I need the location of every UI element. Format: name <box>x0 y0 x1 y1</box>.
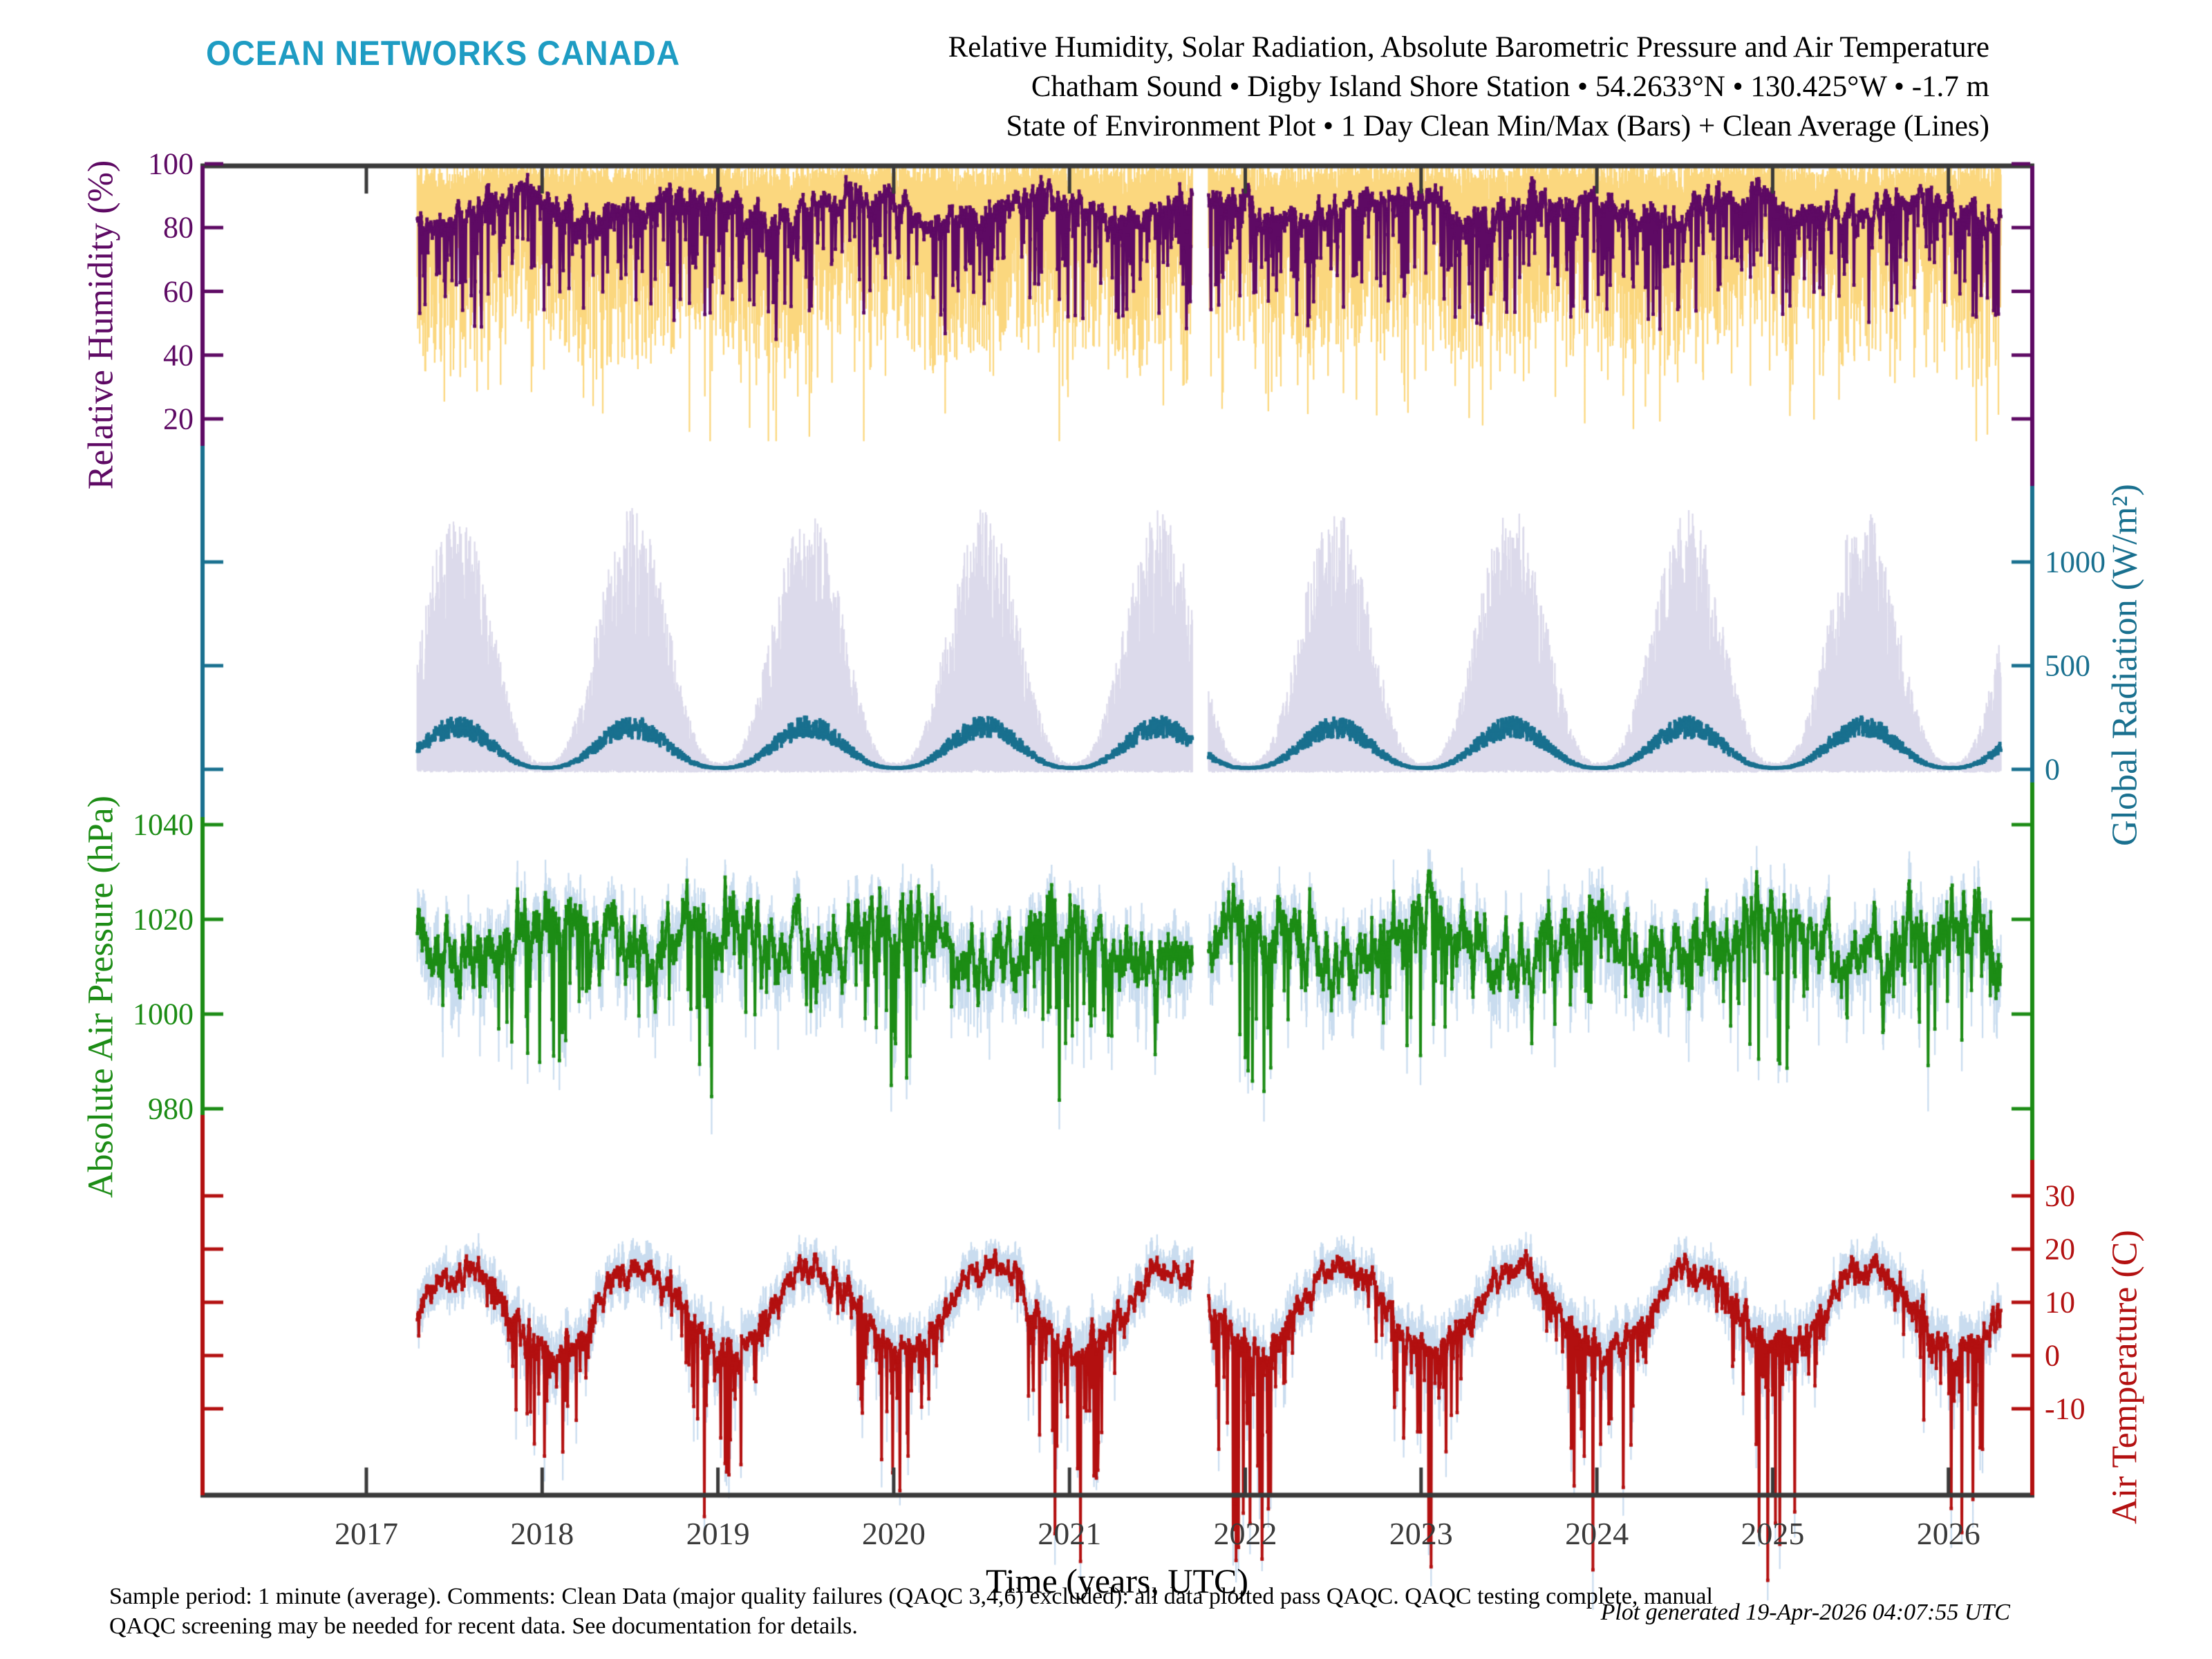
plot-title-line2: Chatham Sound • Digby Island Shore Stati… <box>1031 71 1989 103</box>
y-tick-label-air-temperature: 30 <box>2045 1179 2075 1213</box>
y-tick-label-global-radiation: 500 <box>2045 648 2090 683</box>
y-tick-label-air-temperature: -10 <box>2045 1391 2086 1426</box>
footer-notes-line2: QAQC screening may be needed for recent … <box>109 1613 858 1639</box>
x-tick-label-year: 2022 <box>1213 1516 1277 1551</box>
y-tick-label-absolute-air-pressure: 980 <box>148 1091 194 1126</box>
y-tick-label-relative-humidity: 100 <box>148 147 194 181</box>
y-tick-label-relative-humidity: 40 <box>163 338 194 373</box>
x-tick-label-year: 2019 <box>686 1516 750 1551</box>
plot-title-line1: Relative Humidity, Solar Radiation, Abso… <box>948 31 1989 64</box>
x-tick-label-year: 2020 <box>861 1516 926 1551</box>
footer-notes: Sample period: 1 minute (average). Comme… <box>109 1582 1713 1641</box>
x-tick-label-year: 2021 <box>1038 1516 1102 1551</box>
y-tick-label-global-radiation: 0 <box>2045 752 2060 787</box>
x-axis-label: Time (years, UTC) <box>985 1562 1249 1600</box>
x-tick-label-year: 2017 <box>335 1516 398 1551</box>
footer-notes-line1: Sample period: 1 minute (average). Comme… <box>109 1584 1713 1609</box>
y-tick-label-air-temperature: 20 <box>2045 1232 2075 1266</box>
y-tick-label-global-radiation: 1000 <box>2045 545 2106 579</box>
plot-title-block: Relative Humidity, Solar Radiation, Abso… <box>948 28 1989 146</box>
y-tick-label-absolute-air-pressure: 1020 <box>133 902 194 937</box>
footer-generated: Plot generated 19-Apr-2026 04:07:55 UTC <box>1600 1600 2010 1625</box>
x-tick-label-year: 2024 <box>1565 1516 1629 1551</box>
onc-logo: OCEAN NETWORKS CANADA <box>206 34 681 73</box>
y-tick-label-absolute-air-pressure: 1000 <box>133 997 194 1031</box>
y-tick-label-relative-humidity: 20 <box>163 402 194 436</box>
y-tick-label-absolute-air-pressure: 1040 <box>133 807 194 842</box>
y-tick-label-relative-humidity: 80 <box>163 210 194 245</box>
y-tick-label-air-temperature: 0 <box>2045 1338 2060 1373</box>
y-tick-label-air-temperature: 10 <box>2045 1285 2075 1320</box>
x-tick-label-year: 2025 <box>1741 1516 1805 1551</box>
x-tick-label-year: 2026 <box>1916 1516 1980 1551</box>
x-tick-label-year: 2023 <box>1389 1516 1453 1551</box>
y-tick-label-relative-humidity: 60 <box>163 274 194 308</box>
x-tick-label-year: 2018 <box>510 1516 574 1551</box>
plot-title-line3: State of Environment Plot • 1 Day Clean … <box>1006 110 1989 142</box>
